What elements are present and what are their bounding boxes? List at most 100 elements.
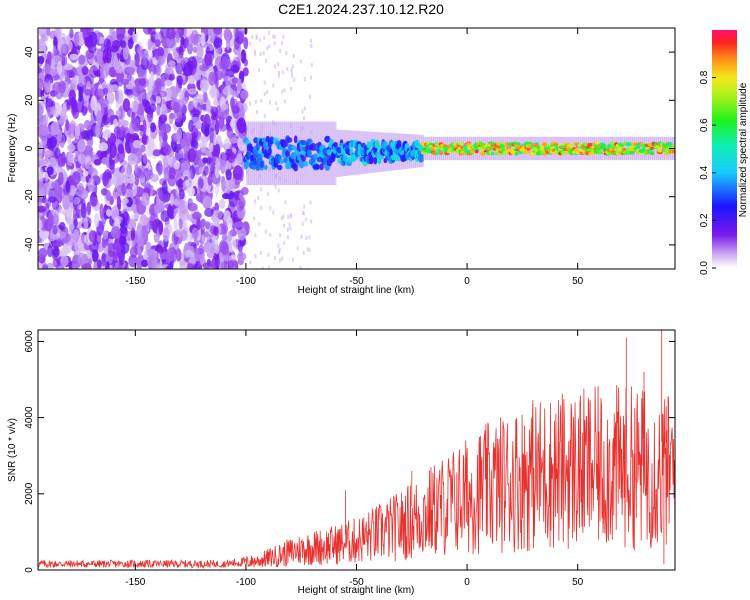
heatmap-cell bbox=[86, 28, 94, 35]
heatmap-cell bbox=[251, 34, 254, 39]
heatmap-cell bbox=[229, 137, 239, 144]
heatmap-cell bbox=[138, 78, 147, 87]
heatmap-cell bbox=[102, 171, 109, 187]
heatmap-cell bbox=[110, 226, 121, 239]
heatmap-cell bbox=[289, 226, 292, 231]
heatmap-cell bbox=[59, 231, 67, 239]
heatmap-cell bbox=[179, 200, 188, 215]
heatmap-cell bbox=[237, 53, 242, 62]
heatmap-cell bbox=[42, 263, 49, 269]
heatmap-cell bbox=[221, 152, 227, 163]
heatmap-cell bbox=[237, 239, 243, 253]
heatmap-cell bbox=[541, 142, 548, 146]
heatmap-cell bbox=[165, 125, 171, 133]
heatmap-cell bbox=[109, 142, 117, 159]
heatmap-cell bbox=[131, 118, 140, 131]
heatmap-cell bbox=[74, 31, 80, 47]
x-tick-label: -100 bbox=[236, 276, 256, 287]
heatmap-cell bbox=[49, 234, 56, 242]
heatmap-cell bbox=[309, 95, 312, 99]
heatmap-cell bbox=[65, 207, 73, 219]
heatmap-cell bbox=[157, 90, 168, 98]
heatmap-cell bbox=[43, 182, 50, 195]
heatmap-cell bbox=[213, 28, 223, 35]
heatmap-cell bbox=[275, 101, 277, 106]
heatmap-cell bbox=[213, 38, 223, 48]
heatmap-cell bbox=[130, 227, 136, 241]
heatmap-cell bbox=[141, 259, 149, 268]
heatmap-cell bbox=[96, 259, 102, 269]
heatmap-cell bbox=[296, 246, 299, 251]
heatmap-cell bbox=[279, 48, 282, 53]
heatmap-cell bbox=[80, 202, 87, 219]
heatmap-cell bbox=[272, 83, 275, 88]
heatmap-cell bbox=[40, 96, 46, 107]
heatmap-cell bbox=[66, 151, 74, 167]
heatmap-cell bbox=[620, 143, 625, 148]
heatmap-cell bbox=[169, 193, 175, 206]
heatmap-cell bbox=[202, 195, 213, 210]
heatmap-cell bbox=[260, 98, 263, 103]
colorbar-tick-label: 0.8 bbox=[699, 70, 710, 84]
heatmap-cell bbox=[302, 210, 305, 215]
heatmap-cell bbox=[149, 143, 154, 155]
heatmap-cell bbox=[299, 265, 302, 269]
heatmap-cell bbox=[116, 28, 126, 38]
heatmap-cell bbox=[145, 106, 155, 115]
heatmap-cell bbox=[286, 235, 289, 240]
heatmap-cell bbox=[279, 121, 283, 186]
heatmap-cell bbox=[199, 64, 209, 72]
heatmap-cell bbox=[197, 57, 203, 64]
heatmap-cell bbox=[302, 160, 309, 167]
heatmap-cell bbox=[40, 159, 49, 166]
heatmap-cell bbox=[204, 51, 213, 66]
heatmap-cell bbox=[650, 146, 654, 151]
heatmap-cell bbox=[190, 140, 195, 149]
heatmap-cell bbox=[264, 164, 268, 171]
heatmap-cell bbox=[46, 51, 52, 67]
heatmap-cell bbox=[54, 86, 64, 100]
heatmap-cell bbox=[134, 52, 140, 68]
heatmap-cell bbox=[504, 136, 508, 161]
heatmap-cell bbox=[198, 135, 208, 148]
heatmap-cell bbox=[249, 260, 252, 265]
heatmap-cell bbox=[234, 221, 244, 228]
heatmap-cell bbox=[267, 191, 270, 196]
heatmap-cell bbox=[202, 91, 208, 103]
heatmap-cell bbox=[67, 123, 77, 139]
heatmap-cell bbox=[64, 63, 73, 71]
heatmap-cell bbox=[347, 156, 352, 163]
heatmap-cell bbox=[671, 144, 675, 149]
heatmap-cell bbox=[307, 149, 312, 158]
heatmap-cell bbox=[58, 222, 66, 231]
heatmap-cell bbox=[102, 230, 109, 240]
heatmap-cell bbox=[89, 197, 99, 207]
heatmap-cell bbox=[38, 146, 43, 163]
heatmap-cell bbox=[88, 166, 95, 174]
heatmap-cell bbox=[256, 110, 258, 115]
heatmap-cell bbox=[609, 141, 615, 146]
heatmap-cell bbox=[38, 219, 43, 230]
heatmap-cell bbox=[110, 33, 117, 41]
heatmap-cell bbox=[162, 227, 170, 242]
heatmap-cell bbox=[106, 39, 112, 49]
heatmap-cell bbox=[223, 255, 233, 262]
heatmap-cell bbox=[283, 88, 286, 93]
heatmap-cell bbox=[107, 242, 116, 258]
heatmap-cell bbox=[276, 106, 279, 111]
heatmap-cell bbox=[598, 150, 603, 154]
heatmap-cell bbox=[262, 51, 265, 56]
heatmap-cell bbox=[125, 67, 136, 74]
heatmap-cell bbox=[205, 149, 212, 157]
heatmap-x-ticks: -150 -100 -50 0 50 bbox=[125, 28, 584, 287]
heatmap-cell bbox=[62, 243, 69, 257]
heatmap-cell bbox=[272, 34, 275, 39]
heatmap-cell bbox=[142, 28, 153, 35]
heatmap-cell bbox=[183, 132, 193, 142]
heatmap-cell bbox=[578, 136, 582, 161]
heatmap-cell bbox=[110, 84, 119, 92]
heatmap-cell bbox=[240, 89, 249, 100]
heatmap-cell bbox=[164, 67, 170, 80]
heatmap-cell bbox=[157, 55, 165, 66]
heatmap-cell bbox=[94, 230, 102, 245]
